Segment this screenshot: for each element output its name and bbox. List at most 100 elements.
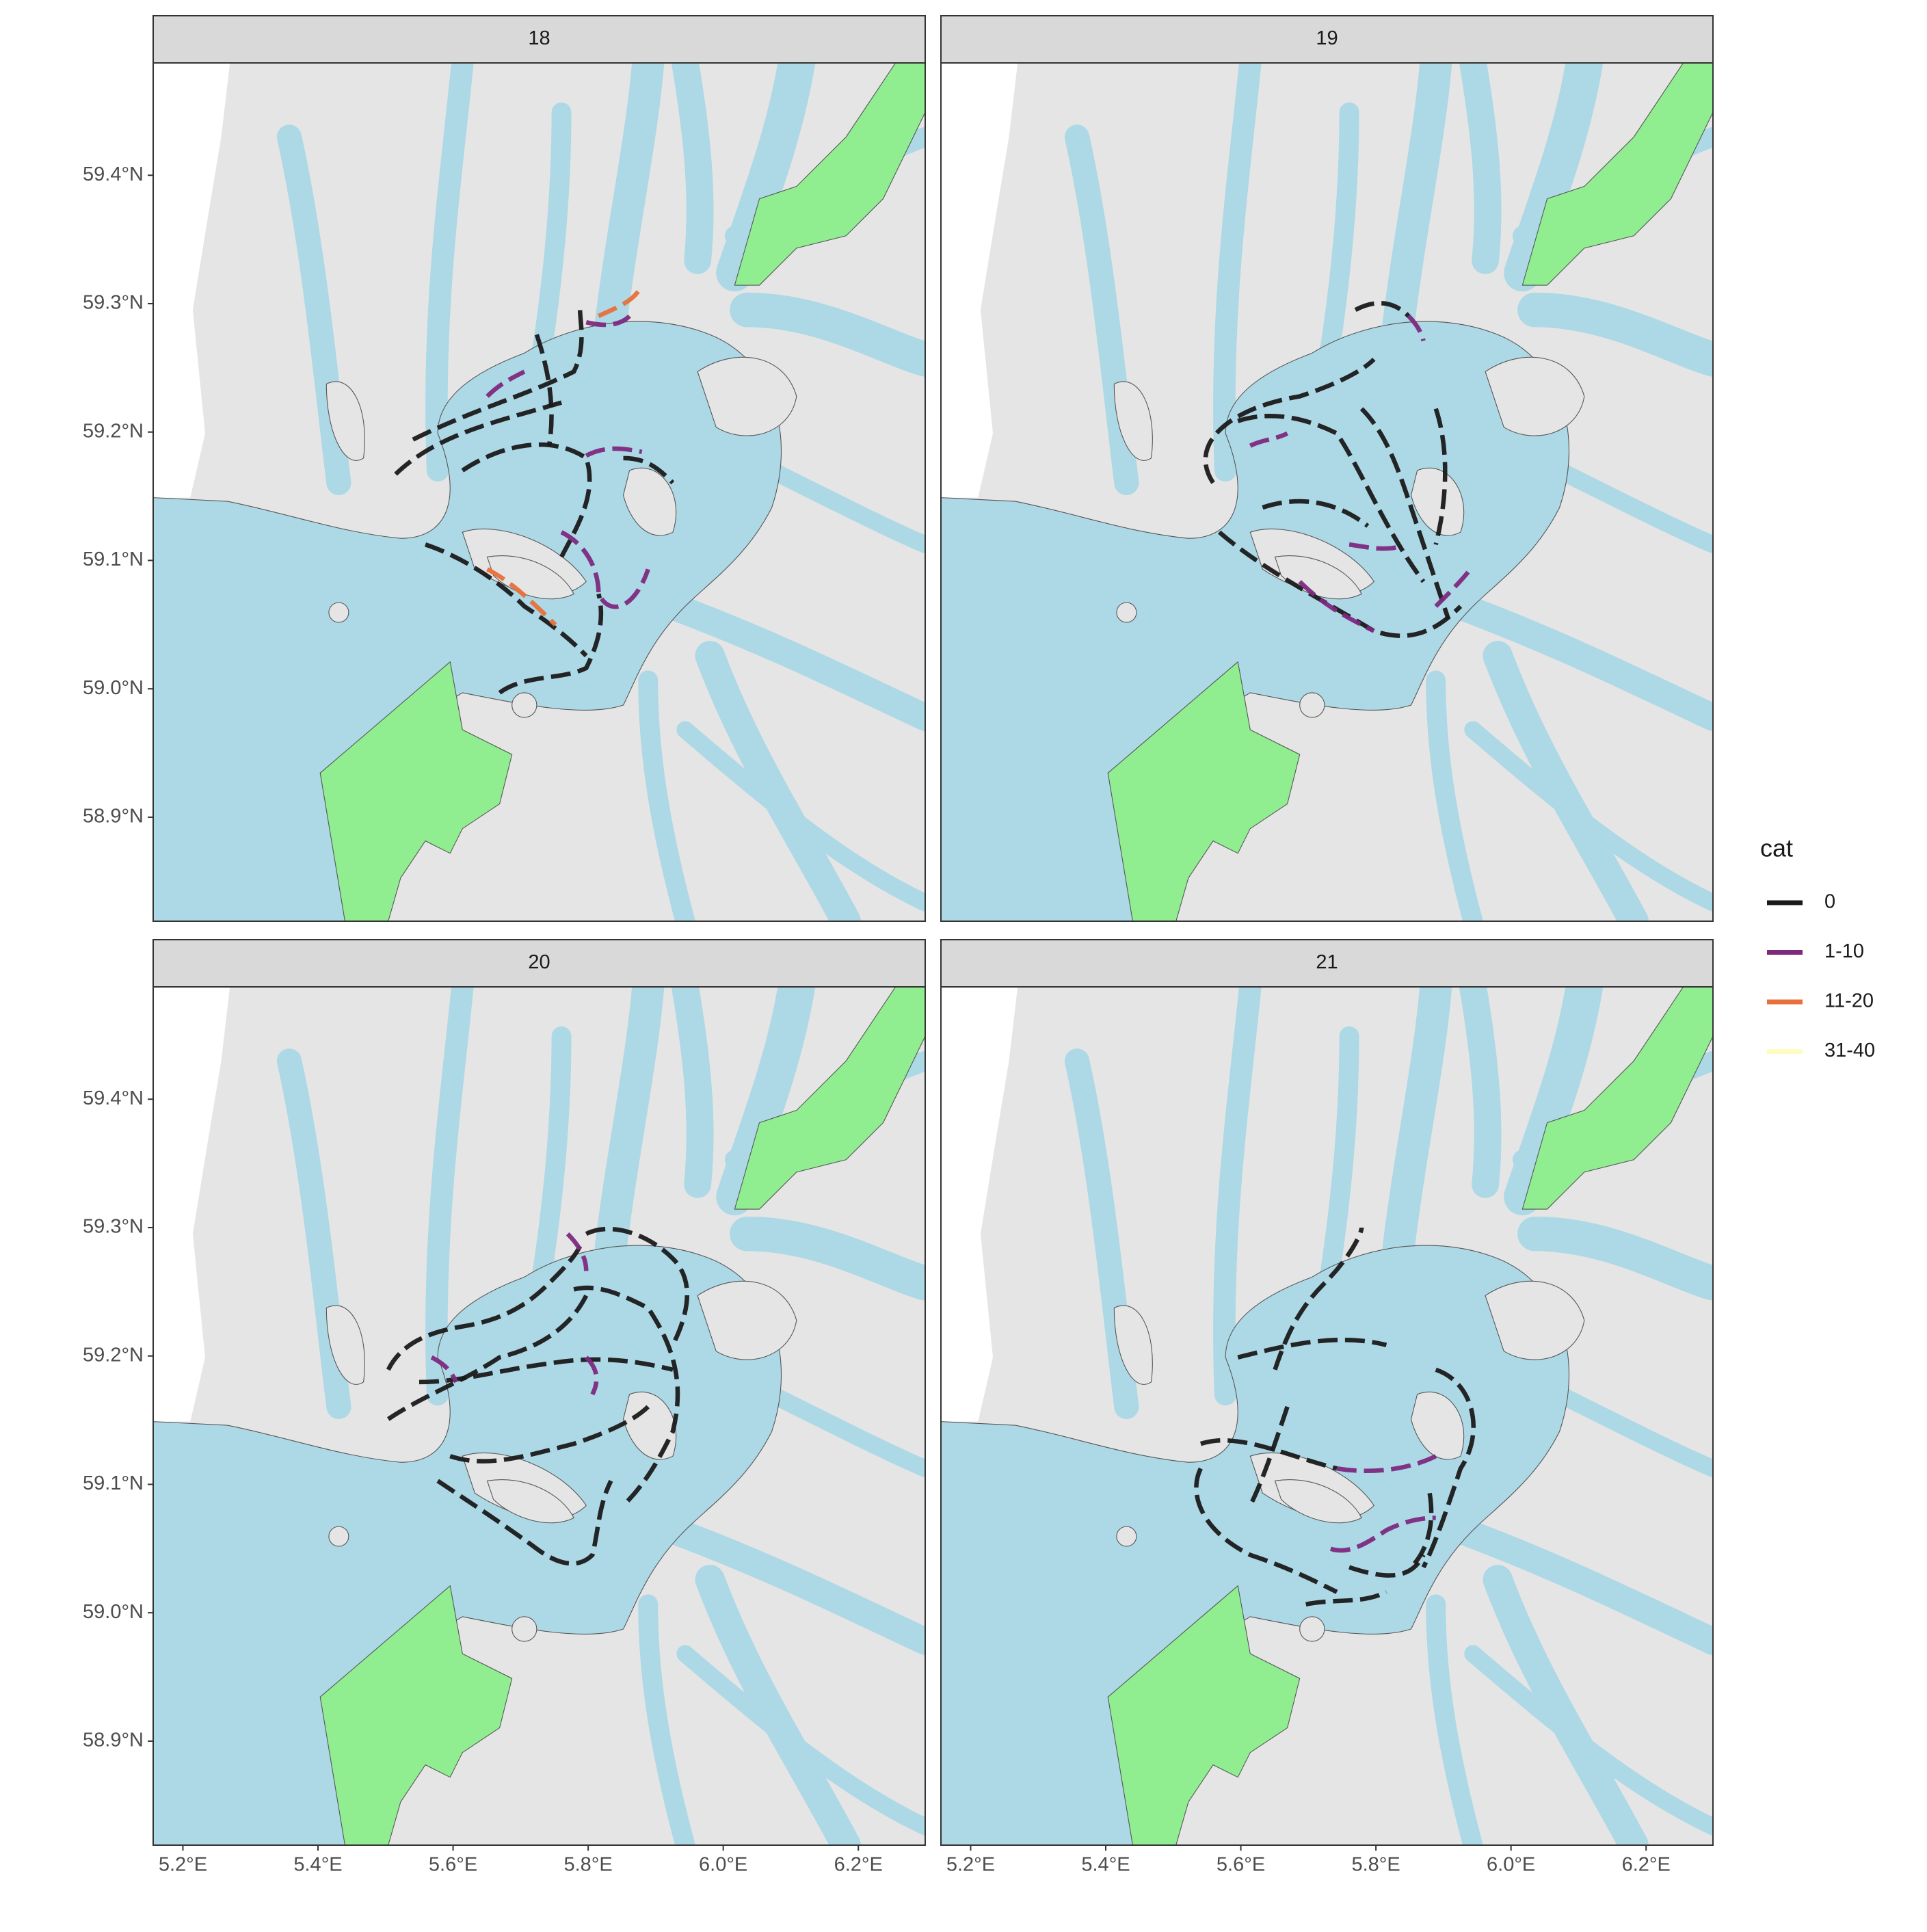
track xyxy=(1194,1467,1338,1594)
basemap xyxy=(941,987,1713,1845)
track xyxy=(1433,408,1448,546)
y-tick-label: 59.3°N xyxy=(83,292,144,314)
track xyxy=(1199,1438,1338,1471)
track xyxy=(597,290,640,319)
track xyxy=(1237,1337,1387,1360)
track xyxy=(1407,314,1426,342)
track xyxy=(1273,1227,1364,1371)
x-tick-label: 5.6°E xyxy=(1217,1854,1265,1876)
track xyxy=(1298,580,1375,633)
panel-border xyxy=(940,986,1714,1846)
track xyxy=(573,1285,680,1507)
track xyxy=(1354,301,1411,318)
y-tick-label: 59.1°N xyxy=(83,548,144,570)
x-tick-label: 5.6°E xyxy=(429,1854,477,1876)
track xyxy=(461,442,592,558)
track xyxy=(1421,1367,1476,1569)
map-content xyxy=(153,63,925,921)
y-tick-label: 59.4°N xyxy=(83,1087,144,1109)
legend-title: cat xyxy=(1760,834,1793,862)
legend-label: 31-40 xyxy=(1824,1040,1875,1061)
track xyxy=(534,334,554,447)
track xyxy=(486,369,526,398)
track xyxy=(1249,431,1289,448)
x-tick-label: 6.2°E xyxy=(834,1854,883,1876)
legend-label: 11-20 xyxy=(1824,990,1874,1012)
track xyxy=(1359,407,1450,620)
legend-label: 1-10 xyxy=(1824,940,1864,962)
track xyxy=(412,310,584,442)
track xyxy=(1262,499,1370,528)
track xyxy=(1434,568,1472,608)
legend-label: 0 xyxy=(1824,891,1835,913)
track xyxy=(1237,413,1426,583)
map-content xyxy=(941,63,1713,921)
x-tick-label: 5.4°E xyxy=(1081,1854,1130,1876)
map-content xyxy=(153,987,925,1845)
y-tick-label: 59.1°N xyxy=(83,1472,144,1494)
y-tick-label: 59.2°N xyxy=(83,1344,144,1366)
track xyxy=(394,400,563,476)
track xyxy=(1409,1492,1434,1570)
facet-strip xyxy=(152,15,926,64)
legend: cat 0 1-10 11-20 31-40 xyxy=(1760,834,1875,1062)
track xyxy=(1305,1589,1387,1607)
panel-border xyxy=(152,986,926,1846)
track xyxy=(425,542,588,658)
track xyxy=(449,1405,650,1464)
facet: 21 5.2°E 5.4°E 5.6°E 5.8°E 6.0°E 6.2°E xyxy=(940,939,1714,1876)
track xyxy=(584,1355,599,1396)
y-tick-label: 59.2°N xyxy=(83,420,144,442)
track xyxy=(623,455,675,485)
map-panel xyxy=(153,987,925,1845)
track xyxy=(386,1245,583,1371)
track xyxy=(1203,358,1376,484)
facet: 20 5.2°E 5.4°E 5.6°E 5.8°E 6.0°E 6.2°E 58.9°N 59… xyxy=(83,939,926,1876)
facet-title: 19 xyxy=(1316,27,1338,49)
track xyxy=(566,1232,589,1271)
track xyxy=(585,1226,689,1347)
map-content xyxy=(941,987,1713,1845)
map-panel xyxy=(941,987,1713,1845)
track xyxy=(430,1355,459,1384)
y-tick-label: 58.9°N xyxy=(83,1730,144,1751)
track xyxy=(386,1294,589,1421)
map-panel xyxy=(153,63,925,921)
facet-title: 18 xyxy=(528,27,550,49)
track xyxy=(1336,1454,1437,1473)
track xyxy=(436,1479,613,1566)
panel-border xyxy=(940,62,1714,922)
track xyxy=(560,530,650,609)
track xyxy=(1248,1405,1290,1507)
panel-border xyxy=(152,62,926,922)
facet-title: 21 xyxy=(1316,951,1338,973)
y-tick-label: 59.4°N xyxy=(83,163,144,185)
track xyxy=(498,593,604,695)
y-tick-label: 58.9°N xyxy=(83,806,144,828)
x-tick-label: 5.4°E xyxy=(293,1854,342,1876)
x-tick-label: 5.2°E xyxy=(946,1854,995,1876)
x-tick-label: 6.0°E xyxy=(1487,1854,1535,1876)
track xyxy=(585,314,631,328)
y-tick-label: 59.0°N xyxy=(83,677,144,699)
basemap xyxy=(153,987,925,1845)
x-tick-label: 6.2°E xyxy=(1622,1854,1671,1876)
x-tick-label: 6.0°E xyxy=(699,1854,747,1876)
basemap xyxy=(941,63,1713,921)
y-tick-label: 59.0°N xyxy=(83,1601,144,1623)
map-panel xyxy=(941,63,1713,921)
facet: 19 xyxy=(940,15,1714,922)
y-tick-label: 59.3°N xyxy=(83,1216,144,1238)
facet-title: 20 xyxy=(528,951,550,973)
basemap xyxy=(153,63,925,921)
facet: 18 58.9°N 59.0°N 59.1°N 59.2°N 59.3°N 59.4°N xyxy=(83,15,926,922)
x-tick-label: 5.8°E xyxy=(1351,1854,1400,1876)
track xyxy=(1217,530,1463,638)
x-tick-label: 5.2°E xyxy=(159,1854,207,1876)
track xyxy=(1348,542,1400,551)
track xyxy=(486,567,557,626)
track xyxy=(585,446,643,458)
track xyxy=(1348,1554,1426,1578)
track xyxy=(1329,1516,1436,1553)
